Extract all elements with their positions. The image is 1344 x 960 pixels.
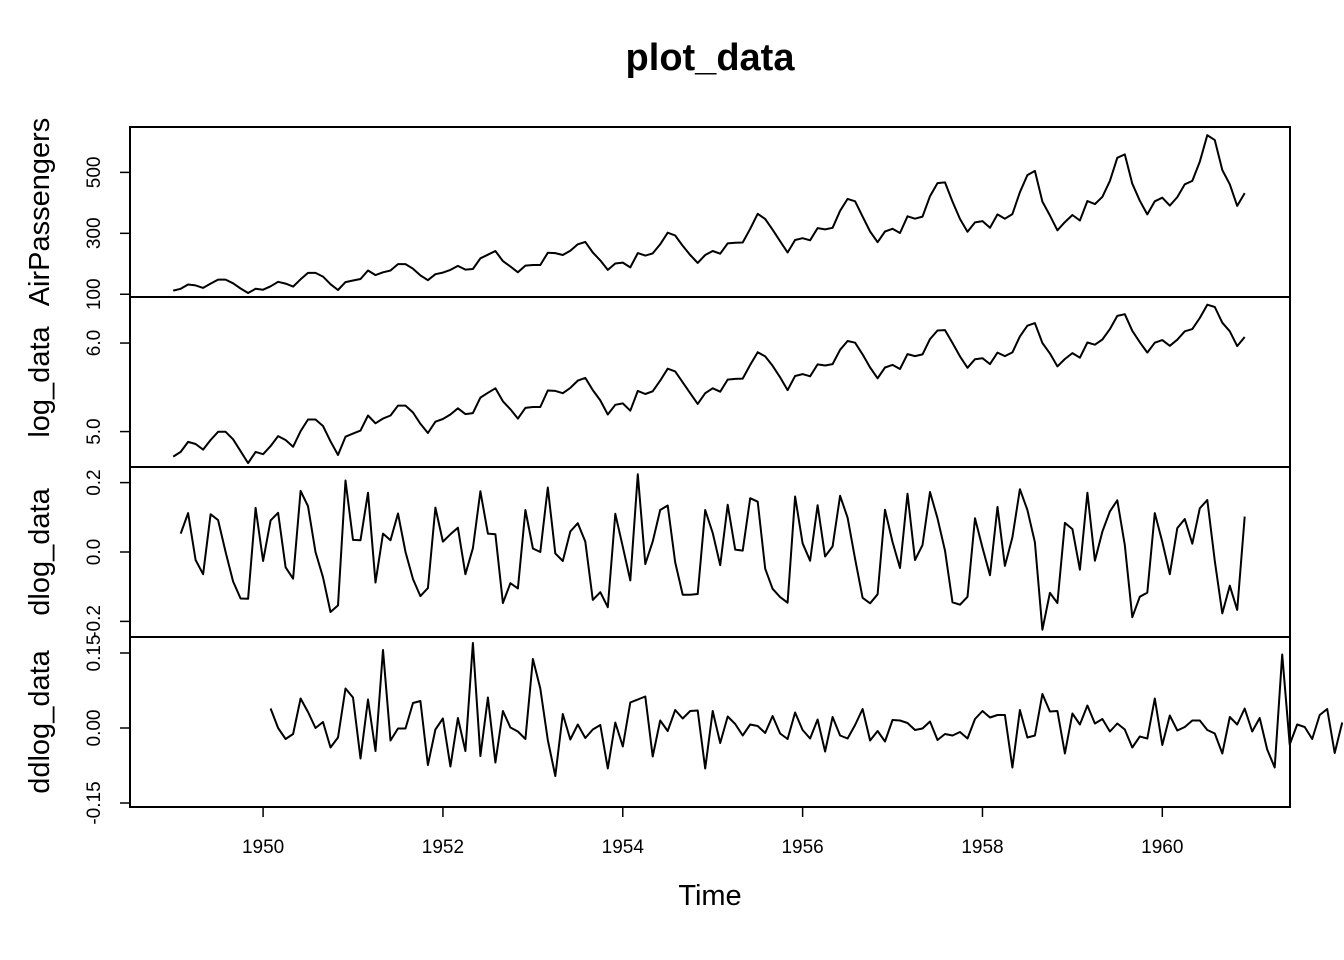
panel-ddlog_data: -0.15 0.00 0.15 ddlog_data: [24, 635, 1344, 825]
y-tick-label: 0.2: [84, 469, 105, 495]
y-tick-label: -0.15: [84, 781, 105, 824]
y-tick-label: -0.2: [84, 605, 105, 638]
x-axis-label: Time: [678, 880, 741, 912]
x-tick-label: 1960: [1141, 837, 1183, 858]
series-line-log_data: [172, 303, 1246, 465]
y-tick-label: 500: [84, 157, 105, 189]
series-line-AirPassengers: [172, 134, 1246, 294]
x-tick-label: 1958: [961, 837, 1003, 858]
y-tick-label: 0.15: [84, 635, 105, 672]
x-tick-label: 1954: [602, 837, 645, 858]
panel-dlog_data: -0.2 0.0 0.2 dlog_data: [24, 466, 1291, 638]
y-axis-label-log_data: log_data: [24, 325, 56, 437]
panel-frame: [129, 466, 1291, 638]
panel-log_data: 5.0 6.0 log_data: [24, 296, 1291, 468]
panel-frame: [129, 296, 1291, 468]
x-tick-label: 1956: [781, 837, 823, 858]
y-tick-label: 6.0: [84, 330, 105, 356]
y-tick-label: 0.00: [84, 710, 105, 747]
y-axis-label-ddlog_data: ddlog_data: [24, 649, 56, 793]
y-tick-label: 0.0: [84, 539, 105, 565]
panel-AirPassengers: 100 300 500 AirPassengers: [24, 118, 1291, 310]
panel-frame: [129, 126, 1291, 298]
series-line-dlog_data: [179, 473, 1246, 631]
y-tick-label: 300: [84, 217, 105, 249]
chart-title: plot_data: [626, 37, 796, 79]
x-tick-label: 1952: [422, 837, 464, 858]
y-tick-label: 100: [84, 278, 105, 310]
y-tick-label: 5.0: [84, 418, 105, 444]
x-axis: 1950 1952 1954 1956 1958 1960: [242, 807, 1183, 858]
series-line-ddlog_data: [269, 642, 1344, 777]
panels: 100 300 500 AirPassengers 5.0 6.0 log_data -0.2…: [24, 118, 1344, 825]
x-tick-label: 1950: [242, 837, 284, 858]
y-axis-label-dlog_data: dlog_data: [24, 487, 56, 615]
y-axis-label-AirPassengers: AirPassengers: [24, 118, 56, 307]
panel-frame: [129, 636, 1291, 808]
